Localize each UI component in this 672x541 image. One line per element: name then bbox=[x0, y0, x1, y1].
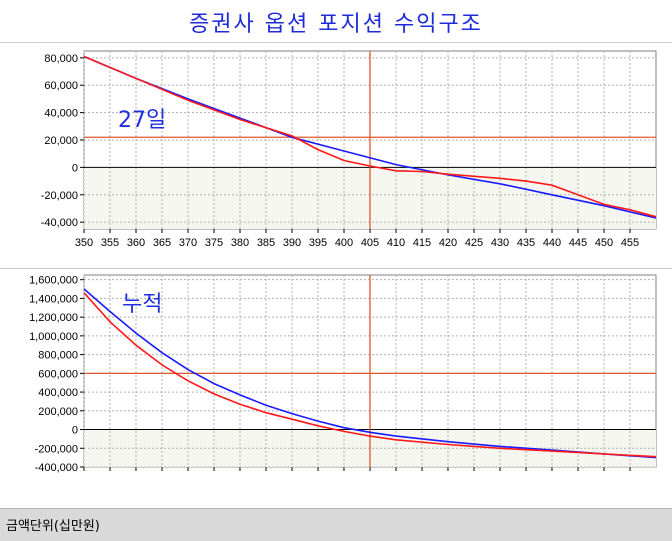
x-tick-label: 350 bbox=[75, 237, 93, 249]
x-tick-label: 445 bbox=[569, 237, 587, 249]
daily-pnl-chart: 350 355 360 365 370 375 380 385 390 395 400 405 410 4… bbox=[41, 50, 657, 249]
x-tick-label: 425 bbox=[465, 237, 483, 249]
status-bar: 금액단위(십만원) bbox=[0, 508, 672, 541]
x-tick-label: 375 bbox=[205, 237, 223, 249]
y-tick-label: 1,200,000 bbox=[29, 312, 78, 324]
y-tick-label: -40,000 bbox=[41, 217, 78, 229]
cumulative-pnl-chart: 3503553603653703753803853903954004054104… bbox=[29, 274, 657, 474]
chart-title: 증권사 옵션 포지션 수익구조 bbox=[189, 12, 483, 37]
red-series-line bbox=[84, 55, 656, 218]
y-tick-label: 400,000 bbox=[38, 387, 78, 399]
y-tick-label: 40,000 bbox=[44, 108, 78, 120]
y-tick-label: 1,400,000 bbox=[29, 293, 78, 305]
x-tick-label: 355 bbox=[101, 237, 119, 249]
x-tick-label: 395 bbox=[309, 237, 327, 249]
x-tick-label: 400 bbox=[335, 237, 353, 249]
y-tick-label: -200,000 bbox=[35, 443, 78, 455]
y-tick-label: 1,600,000 bbox=[29, 275, 78, 287]
amount-unit-label: 금액단위(십만원) bbox=[6, 519, 100, 534]
x-tick-label: 430 bbox=[491, 237, 509, 249]
cumulative-chart-panel: 3503553603653703753803853903954004054104… bbox=[0, 268, 672, 475]
y-tick-label: 0 bbox=[72, 162, 78, 174]
x-tick-label: 420 bbox=[439, 237, 457, 249]
x-tick-label: 415 bbox=[413, 237, 431, 249]
x-tick-label: 385 bbox=[257, 237, 275, 249]
red-series-line bbox=[84, 292, 656, 458]
chart-annotation: 27일 bbox=[118, 108, 166, 133]
chart-spacer bbox=[0, 476, 672, 508]
y-tick-label: 200,000 bbox=[38, 406, 78, 418]
chart-annotation: 누적 bbox=[122, 292, 162, 317]
x-tick-label: 450 bbox=[595, 237, 613, 249]
y-tick-label: 0 bbox=[72, 425, 78, 437]
daily-chart-panel: 350 355 360 365 370 375 380 385 390 395 400 405 410 4… bbox=[0, 42, 672, 267]
y-tick-label: -400,000 bbox=[35, 462, 78, 474]
x-tick-label: 365 bbox=[153, 237, 171, 249]
x-tick-label: 380 bbox=[231, 237, 249, 249]
x-tick-label: 455 bbox=[621, 237, 639, 249]
x-tick-label: 390 bbox=[283, 237, 301, 249]
y-tick-label: 1,000,000 bbox=[29, 331, 78, 343]
y-tick-label: 800,000 bbox=[38, 350, 78, 362]
x-tick-label: 370 bbox=[179, 237, 197, 249]
y-tick-label: 80,000 bbox=[44, 53, 78, 65]
x-tick-label: 435 bbox=[517, 237, 535, 249]
y-tick-label: 600,000 bbox=[38, 368, 78, 380]
y-tick-label: 20,000 bbox=[44, 135, 78, 147]
x-tick-label: 440 bbox=[543, 237, 561, 249]
y-tick-label: 60,000 bbox=[44, 80, 78, 92]
blue-series-line bbox=[84, 288, 656, 459]
y-tick-label: -20,000 bbox=[41, 190, 78, 202]
x-tick-label: 410 bbox=[387, 237, 405, 249]
x-tick-label: 360 bbox=[127, 237, 145, 249]
x-tick-label: 405 bbox=[361, 237, 379, 249]
blue-series-line bbox=[84, 55, 656, 219]
